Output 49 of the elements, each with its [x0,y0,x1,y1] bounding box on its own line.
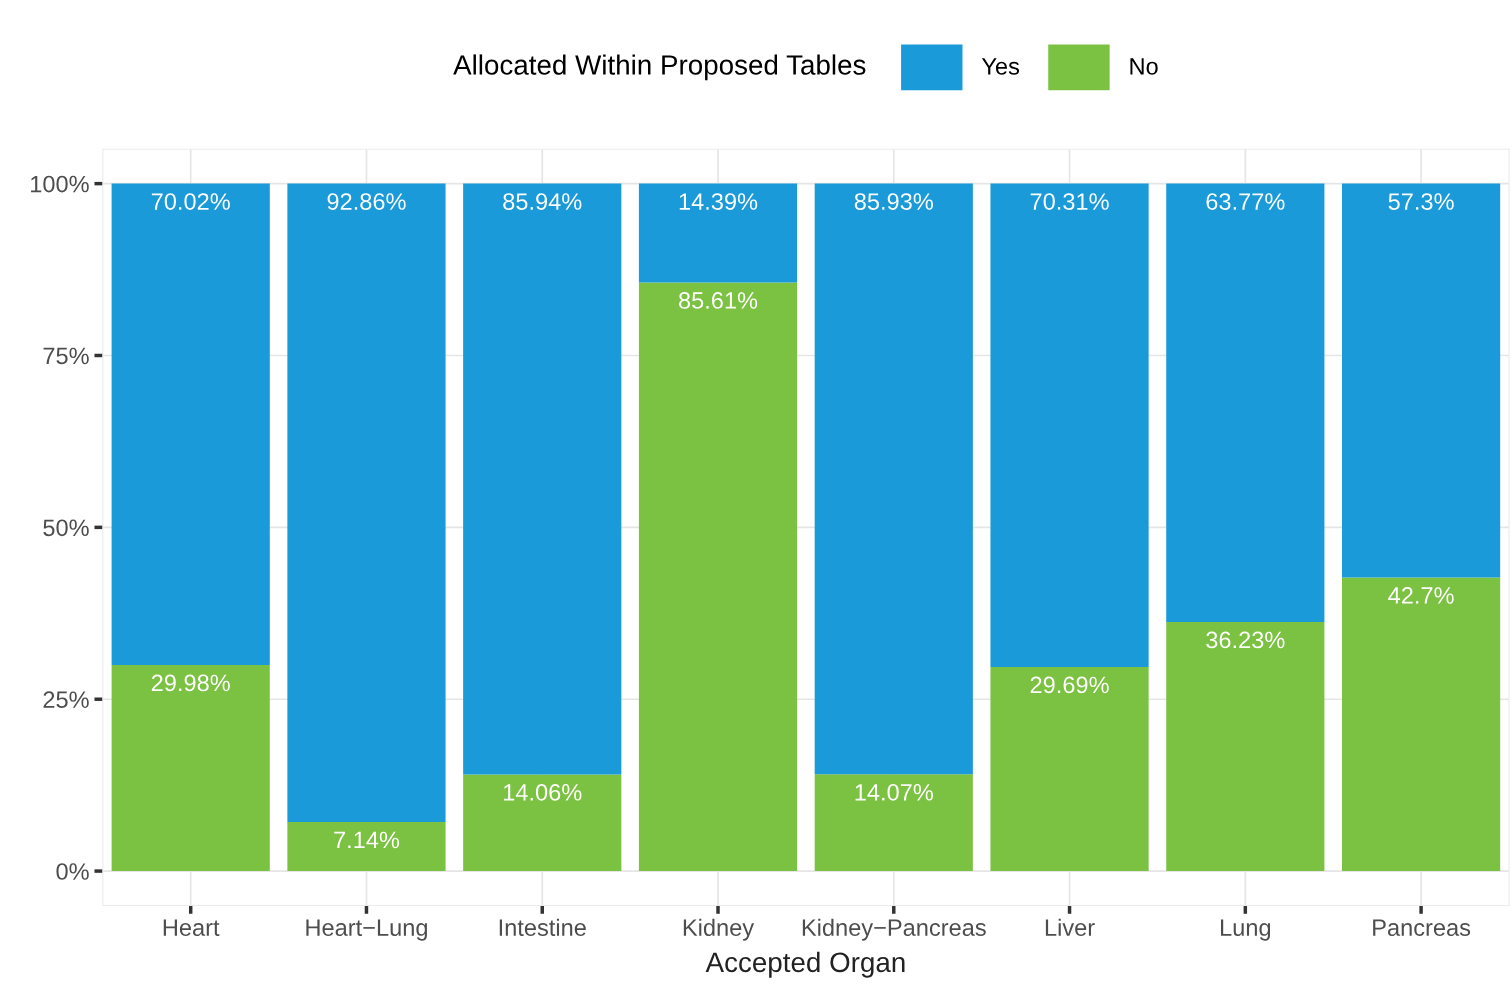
bar [814,183,973,775]
data-label: 42.7% [1388,587,1454,604]
x-tick-label: Intestine [499,918,586,936]
bar [990,183,1149,667]
bar [1341,577,1501,872]
data-label: 63.77% [1206,193,1285,210]
x-tick-label: Heart−Lung [306,919,427,941]
bar [990,666,1149,872]
data-label: 36.23% [1206,631,1285,649]
x-tick-label: Liver [1045,918,1095,936]
data-label: 70.02% [151,193,230,210]
bar [1341,183,1501,578]
bar [463,183,622,775]
bar [1166,183,1325,623]
data-label: 29.69% [1030,676,1109,694]
y-tick-label: 100% [31,175,89,193]
x-tick-label: Pancreas [1373,919,1471,936]
data-label: 70.31% [1030,193,1109,210]
data-label: 7.14% [334,831,400,849]
data-label: 14.06% [504,783,582,801]
legend-label: No [1130,58,1158,75]
data-label: 85.94% [503,193,582,210]
y-tick-label: 50% [43,519,89,537]
data-label: 57.3% [1388,193,1454,210]
x-axis-title: Accepted Organ [705,951,905,978]
data-label: 85.93% [854,193,933,210]
bar [111,664,270,872]
bar [463,774,622,872]
x-tick-label: Kidney [683,918,755,941]
y-tick-label: 0% [56,863,89,880]
x-tick-label: Heart [163,919,220,936]
bar [111,183,270,665]
bar [638,282,798,872]
bar [287,183,446,822]
x-tick-label: Lung [1221,919,1271,941]
y-tick-label: 75% [43,347,89,365]
data-label: 14.07% [855,783,933,801]
data-label: 85.61% [679,292,758,309]
legend-label: Yes [981,58,1020,75]
y-tick-label: 25% [43,691,89,708]
bar [638,183,798,283]
bar [287,821,446,872]
data-label: 92.86% [327,193,406,210]
data-label: 14.39% [679,193,758,210]
data-label: 29.98% [151,674,230,692]
legend-title: Allocated Within Proposed Tables [453,54,866,81]
bar [814,774,973,872]
x-tick-label: Kidney−Pancreas [802,918,986,941]
bar [1166,622,1325,872]
